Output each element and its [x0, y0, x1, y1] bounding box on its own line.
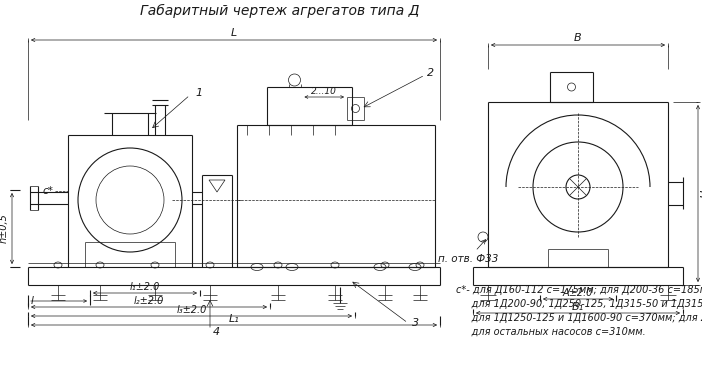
Text: 4: 4 [213, 327, 220, 337]
Text: l₂±2.0: l₂±2.0 [134, 296, 164, 306]
Text: 2...10: 2...10 [311, 87, 337, 97]
Text: п. отв. Ф33: п. отв. Ф33 [438, 239, 498, 264]
Text: для 1Д200-90, 1Д250-125, 1Д315-50 и 1Д315-71 с=190мм;: для 1Д200-90, 1Д250-125, 1Д315-50 и 1Д31… [456, 299, 702, 309]
Text: L: L [231, 28, 237, 38]
Text: для остальных насосов с=310мм.: для остальных насосов с=310мм. [456, 327, 646, 337]
Text: с*: с* [43, 186, 53, 196]
Text: H: H [701, 189, 702, 198]
Text: 2: 2 [427, 68, 434, 78]
Text: l₁±2.0: l₁±2.0 [130, 282, 160, 292]
Text: L₁: L₁ [229, 314, 239, 324]
Text: 3: 3 [412, 318, 419, 328]
Text: l: l [31, 296, 34, 306]
Text: A±2.0: A±2.0 [563, 288, 593, 298]
Text: с*- для Д160-112 с=175мм; для Д200-36 с=185мм; для Д320-50 с=215мм;: с*- для Д160-112 с=175мм; для Д200-36 с=… [456, 285, 702, 295]
Text: h±0,5: h±0,5 [0, 214, 9, 243]
Text: Габаритный чертеж агрегатов типа Д: Габаритный чертеж агрегатов типа Д [140, 4, 420, 18]
Text: B₁: B₁ [572, 302, 584, 312]
Text: для 1Д1250-125 и 1Д1600-90 с=370мм; для 2Д2000-21 с=485мм;: для 1Д1250-125 и 1Д1600-90 с=370мм; для … [456, 313, 702, 323]
Text: l₃±2.0: l₃±2.0 [176, 305, 206, 315]
Text: 1: 1 [195, 88, 202, 98]
Text: B: B [574, 33, 582, 43]
